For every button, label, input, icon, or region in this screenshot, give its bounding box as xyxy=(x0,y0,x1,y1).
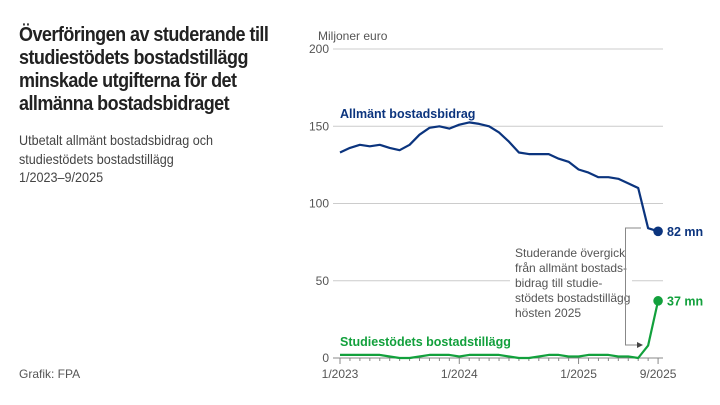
end-label-studiestod: 37 mn xyxy=(667,294,703,308)
annotation-bracket xyxy=(625,227,641,346)
title-line: minskade utgifterna för det xyxy=(19,70,237,92)
series-label-studiestod: Studiestödets bostadstillägg xyxy=(340,335,511,349)
subtitle-line: Utbetalt allmänt bostadsbidrag och xyxy=(19,132,214,148)
y-tick-label: 200 xyxy=(309,42,329,56)
y-tick-label: 100 xyxy=(309,197,329,211)
chart-title: Överföringen av studerande till studiest… xyxy=(19,24,296,116)
chart-subtitle: Utbetalt allmänt bostadsbidrag och studi… xyxy=(19,131,235,187)
end-label-allmant: 82 mn xyxy=(667,225,703,239)
series-end-point xyxy=(653,296,663,306)
x-tick-label: 9/2025 xyxy=(640,367,677,381)
series-line xyxy=(339,121,659,233)
y-tick-label: 50 xyxy=(316,274,330,288)
annotation: Studerande övergick från allmänt bostads… xyxy=(515,227,643,348)
annotation-line: stödets bostadstillägg xyxy=(515,291,630,305)
annotation-line: bidrag till studie- xyxy=(515,276,602,290)
subtitle-line: studiestödets bostadstillägg xyxy=(19,150,174,167)
series-label-allmant: Allmänt bostadsbidrag xyxy=(340,107,475,121)
y-tick-label: 150 xyxy=(309,119,329,133)
y-axis-label: Miljoner euro xyxy=(318,29,388,43)
source-credit: Grafik: FPA xyxy=(19,367,81,381)
title-line: studiestödets bostadstillägg xyxy=(19,47,248,69)
y-tick-label: 0 xyxy=(322,351,329,365)
series-line xyxy=(340,300,660,360)
annotation-line: från allmänt bostads- xyxy=(515,261,627,275)
series-end-point xyxy=(653,226,663,237)
x-tick-label: 1/2025 xyxy=(560,367,597,381)
title-line: allmänna bostadsbidraget xyxy=(19,93,230,115)
annotation-arrowhead xyxy=(637,342,643,348)
x-tick-label: 1/2023 xyxy=(322,367,359,381)
annotation-line: hösten 2025 xyxy=(515,306,581,320)
x-tick-label: 1/2024 xyxy=(441,367,478,381)
title-line: Överföringen av studerande till xyxy=(19,24,269,46)
subtitle-line: 1/2023–9/2025 xyxy=(19,169,104,185)
annotation-line: Studerande övergick xyxy=(515,246,626,260)
